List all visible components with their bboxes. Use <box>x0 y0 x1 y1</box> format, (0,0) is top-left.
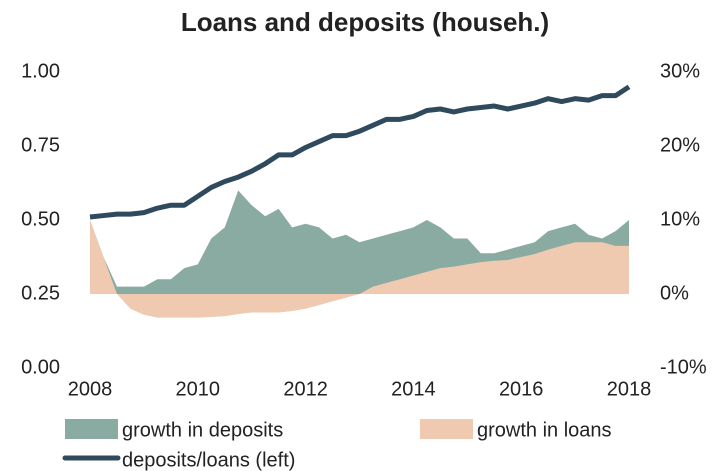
y-tick-label: 0.50 <box>21 208 60 230</box>
x-tick-label: 2014 <box>391 378 436 400</box>
y-tick-label: 0.25 <box>21 282 60 304</box>
legend-swatch <box>65 419 118 439</box>
line <box>89 84 631 220</box>
chart-title: Loans and deposits (househ.) <box>181 7 549 37</box>
x-tick-label: 2016 <box>499 378 544 400</box>
y2-tick-label: 10% <box>660 208 700 230</box>
legend-label: deposits/loans (left) <box>122 449 295 471</box>
y-tick-label: 0.00 <box>21 356 60 378</box>
y2-tick-label: -10% <box>660 356 707 378</box>
x-tick-label: 2010 <box>176 378 221 400</box>
x-tick-label: 2018 <box>607 378 652 400</box>
area <box>90 220 629 318</box>
x-tick-label: 2012 <box>283 378 328 400</box>
y-tick-label: 1.00 <box>21 60 60 82</box>
legend-label: growth in loans <box>477 419 612 441</box>
x-tick-label: 2008 <box>68 378 113 400</box>
y2-tick-label: 0% <box>660 282 689 304</box>
legend-label: growth in deposits <box>122 419 283 441</box>
y2-tick-label: 20% <box>660 134 700 156</box>
y-tick-label: 0.75 <box>21 134 60 156</box>
y2-tick-label: 30% <box>660 60 700 82</box>
legend-swatch <box>420 419 473 439</box>
